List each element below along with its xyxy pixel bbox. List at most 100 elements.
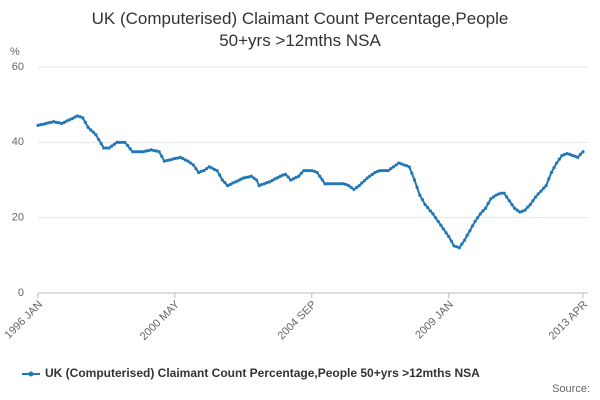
point	[460, 242, 464, 246]
point	[281, 173, 285, 177]
point	[46, 121, 51, 125]
point	[291, 177, 295, 181]
point	[212, 167, 217, 172]
point	[223, 181, 227, 185]
point	[394, 163, 398, 167]
point	[336, 182, 340, 186]
point	[175, 156, 180, 160]
point	[133, 150, 138, 154]
point	[399, 162, 403, 166]
point	[357, 184, 361, 188]
point	[368, 174, 372, 178]
point	[349, 185, 353, 190]
x-tick-label: 2009 JAN	[413, 299, 456, 342]
point	[183, 158, 188, 162]
point	[173, 156, 177, 161]
y-tick-label: 0	[18, 287, 24, 299]
point	[486, 201, 490, 205]
point	[315, 170, 319, 175]
point	[439, 223, 443, 227]
point	[278, 174, 282, 178]
point	[333, 182, 338, 186]
point	[273, 177, 277, 181]
point	[410, 171, 414, 175]
point	[228, 182, 232, 187]
point	[94, 133, 98, 137]
point	[404, 164, 409, 168]
point	[162, 159, 166, 163]
point	[286, 175, 290, 179]
point	[441, 227, 446, 231]
point	[531, 199, 535, 203]
point	[118, 140, 122, 144]
point	[302, 168, 306, 173]
point	[365, 176, 369, 180]
point	[528, 202, 532, 207]
point	[136, 150, 140, 154]
point	[144, 149, 148, 153]
point	[49, 120, 53, 124]
point	[44, 121, 48, 126]
source-label: Source:	[552, 383, 590, 395]
point	[241, 176, 245, 180]
point	[465, 233, 469, 237]
point	[507, 199, 511, 203]
point	[381, 168, 385, 173]
point	[81, 116, 85, 120]
point	[91, 130, 95, 134]
point	[483, 206, 488, 210]
point	[470, 224, 475, 228]
point	[515, 208, 519, 212]
point	[225, 184, 230, 188]
point	[270, 178, 274, 182]
point	[426, 205, 430, 210]
point	[541, 186, 546, 190]
point	[110, 144, 114, 148]
point	[468, 229, 472, 233]
point	[391, 165, 396, 169]
point	[247, 175, 251, 179]
point	[326, 182, 330, 186]
point	[578, 152, 582, 156]
point	[560, 153, 564, 158]
point	[354, 185, 359, 190]
x-tick-label: 2000 MAY	[138, 298, 183, 343]
point	[275, 176, 280, 180]
y-tick-label: 60	[12, 61, 24, 73]
point	[497, 192, 501, 196]
point	[102, 146, 106, 150]
point	[431, 212, 435, 216]
point	[96, 137, 101, 141]
point	[444, 231, 448, 235]
point	[478, 212, 482, 216]
point	[186, 159, 190, 163]
point	[397, 161, 401, 165]
point	[115, 140, 119, 144]
point	[128, 147, 132, 151]
point	[215, 168, 219, 173]
point	[107, 146, 111, 150]
point	[75, 114, 80, 118]
point	[360, 181, 364, 185]
point	[202, 168, 206, 173]
point	[78, 115, 82, 119]
point	[452, 244, 456, 248]
point	[141, 150, 145, 154]
point	[157, 150, 161, 154]
point	[112, 142, 116, 146]
point	[194, 167, 198, 171]
point	[383, 168, 388, 173]
chart-title: UK (Computerised) Claimant Count Percent…	[91, 9, 509, 50]
point	[512, 206, 517, 210]
point	[152, 149, 156, 153]
point	[99, 141, 103, 146]
point	[552, 165, 556, 170]
point	[239, 177, 243, 181]
point	[249, 174, 253, 178]
point	[131, 150, 135, 154]
point	[565, 152, 569, 156]
point	[415, 185, 419, 190]
point	[307, 168, 311, 173]
point	[120, 140, 124, 144]
